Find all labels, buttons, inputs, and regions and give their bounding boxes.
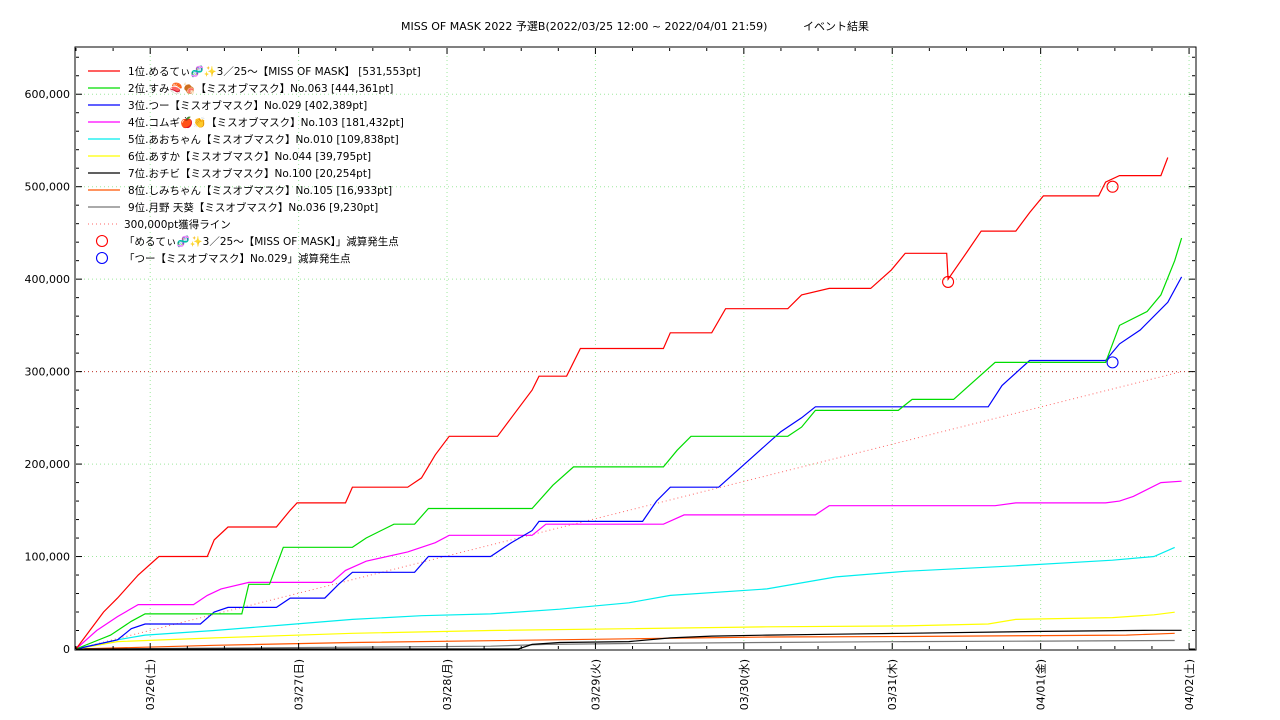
x-tick-label: 03/31(木) (886, 659, 899, 710)
legend-label-8: 8位.しみちゃん【ミスオブマスク】No.105 [16,933pt] (128, 184, 392, 197)
decrement-markers (942, 180, 1119, 369)
series-line-1 (75, 157, 1169, 650)
series-line-6 (75, 611, 1175, 650)
y-axis-ticks: 0 100,000 200,000 300,000 400,000 500,000 600,… (25, 56, 1195, 656)
series-line-4 (75, 480, 1182, 650)
x-axis-ticks: 03/26(土) 03/27(日) 03/28(月) 03/29(火) 03/30(水)… (75, 48, 1196, 710)
x-tick-label: 03/28(月) (441, 659, 454, 710)
legend-label-4: 4位.コムギ🍎👏【ミスオブマスク】No.103 [181,432pt] (128, 116, 404, 129)
legend-label-6: 6位.あすか【ミスオブマスク】No.044 [39,795pt] (128, 150, 371, 163)
decrement-marker-1 (1106, 180, 1119, 193)
legend-label-marker-2: 「つー【ミスオブマスク】No.029」減算発生点 (124, 252, 350, 265)
plot-area-frame (74, 46, 1197, 651)
legend-marker-2 (95, 251, 109, 265)
reference-lines (75, 371, 1195, 650)
series-lines (75, 157, 1183, 650)
y-tick-label: 0 (63, 643, 70, 656)
series-line-7 (76, 629, 1182, 650)
x-tick-label: 03/30(水) (738, 659, 751, 710)
y-tick-label: 600,000 (25, 88, 71, 101)
legend-label-reference: 300,000pt獲得ライン (124, 218, 231, 231)
y-tick-label: 500,000 (25, 181, 71, 194)
x-tick-label: 04/01(金) (1034, 659, 1048, 710)
legend-label-marker-1: 「めるてぃ🧬✨3／25〜【MISS OF MASK】」減算発生点 (124, 235, 399, 248)
legend: 1位.めるてぃ🧬✨3／25〜【MISS OF MASK】 [531,553pt]… (88, 65, 421, 265)
y-tick-label: 100,000 (25, 551, 71, 564)
legend-label-7: 7位.おチビ【ミスオブマスク】No.100 [20,254pt] (128, 167, 371, 180)
x-tick-label: 03/27(日) (293, 659, 306, 710)
legend-label-1: 1位.めるてぃ🧬✨3／25〜【MISS OF MASK】 [531,553pt] (128, 65, 421, 78)
legend-marker-1 (95, 234, 109, 248)
x-tick-label: 04/02(土) (1183, 659, 1196, 710)
series-line-2 (75, 237, 1183, 650)
decrement-marker-1 (942, 275, 955, 288)
y-tick-label: 400,000 (25, 273, 71, 286)
series-line-5 (75, 546, 1175, 650)
legend-label-5: 5位.あおちゃん【ミスオブマスク】No.010 [109,838pt] (128, 133, 399, 146)
y-tick-label: 200,000 (25, 458, 71, 471)
y-tick-label: 300,000 (25, 366, 71, 379)
series-line-9 (75, 639, 1175, 650)
legend-label-3: 3位.つー【ミスオブマスク】No.029 [402,389pt] (128, 99, 367, 112)
x-tick-label: 03/29(火) (589, 659, 602, 710)
legend-label-2: 2位.すみ🍣🍖【ミスオブマスク】No.063 [444,361pt] (128, 82, 393, 95)
chart-title: MISS OF MASK 2022 予選B(2022/03/25 12:00 ~… (401, 19, 869, 33)
series-line-3 (75, 276, 1183, 650)
legend-label-9: 9位.月野 天葵【ミスオブマスク】No.036 [9,230pt] (128, 201, 378, 214)
x-tick-label: 03/26(土) (144, 659, 157, 710)
decrement-marker-2 (1106, 356, 1119, 369)
